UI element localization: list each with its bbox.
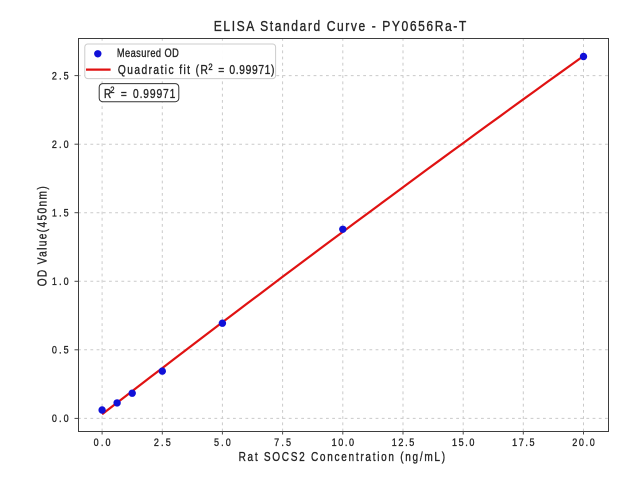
svg-text:OD Value(450nm): OD Value(450nm) [37,186,50,286]
svg-text:0.0: 0.0 [94,437,111,449]
svg-text:7.5: 7.5 [274,437,291,449]
svg-text:2.0: 2.0 [52,139,69,151]
svg-text:5.0: 5.0 [214,437,231,449]
svg-text:Rat SOCS2 Concentration (ng/mL: Rat SOCS2 Concentration (ng/mL) [239,451,446,464]
svg-text:1.5: 1.5 [52,208,69,220]
svg-text:ELISA Standard Curve - PY0656R: ELISA Standard Curve - PY0656Ra-T [214,18,467,35]
svg-text:R: R [104,88,111,101]
svg-text:=: = [121,88,127,101]
svg-text:12.5: 12.5 [392,437,415,449]
svg-text:2.5: 2.5 [154,437,171,449]
svg-text:0.0: 0.0 [52,413,69,425]
svg-text:20.0: 20.0 [572,437,595,449]
svg-text:17.5: 17.5 [512,437,535,449]
svg-text:0.99971: 0.99971 [133,88,175,101]
svg-text:Measured OD: Measured OD [117,47,179,60]
svg-text:2: 2 [208,61,212,72]
svg-text:=: = [218,64,224,77]
svg-text:1.0: 1.0 [52,276,69,288]
svg-text:2.5: 2.5 [52,71,69,83]
svg-text:0.99971): 0.99971) [229,64,274,77]
svg-text:15.0: 15.0 [452,437,475,449]
svg-text:0.5: 0.5 [52,345,69,357]
svg-text:2: 2 [110,84,114,95]
svg-text:10.0: 10.0 [332,437,355,449]
